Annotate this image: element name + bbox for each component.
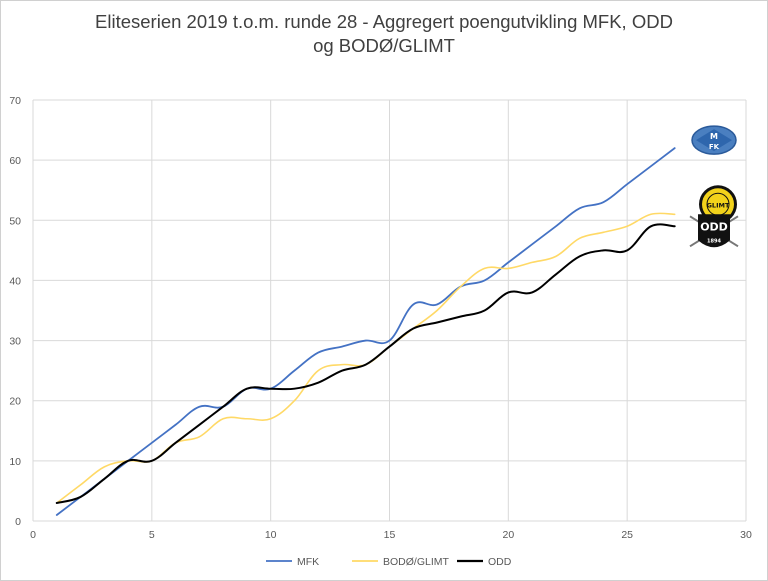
y-tick-label: 70 — [9, 95, 21, 107]
chart-title: Eliteserien 2019 t.o.m. runde 28 - Aggre… — [0, 10, 768, 58]
mfk-logo-text-top: M — [710, 132, 718, 141]
odd-logo-shield — [698, 214, 730, 248]
chart-title-line-1: Eliteserien 2019 t.o.m. runde 28 - Aggre… — [95, 11, 673, 32]
x-tick-label: 5 — [149, 529, 155, 541]
x-tick-label: 15 — [384, 529, 396, 541]
odd-logo-text: ODD — [700, 220, 728, 233]
mfk-logo: M FK — [691, 125, 737, 155]
y-tick-label: 40 — [9, 275, 21, 287]
chart-title-line-2: og BODØ/GLIMT — [313, 35, 455, 56]
x-tick-label: 25 — [621, 529, 633, 541]
mfk-logo-text-bottom: FK — [709, 143, 720, 151]
odd-logo-year: 1894 — [707, 238, 721, 244]
series-line-mfk — [55, 147, 676, 516]
axis-tick-labels: 0 10 20 30 40 50 60 70 0 5 10 15 20 25 30 — [9, 95, 752, 541]
series-line-bod-glimt — [55, 212, 676, 504]
bodo-glimt-logo: GLIMT — [699, 185, 737, 224]
y-tick-label: 20 — [9, 396, 21, 408]
series-lines — [55, 147, 676, 516]
y-tick-label: 50 — [9, 215, 21, 227]
x-tick-label: 30 — [740, 529, 752, 541]
series-line-odd — [55, 223, 676, 504]
y-tick-label: 10 — [9, 456, 21, 468]
mfk-logo-diamond — [696, 129, 732, 152]
team-logos: M FK GLIMT ODD 1894 — [689, 125, 739, 248]
y-tick-label: 60 — [9, 155, 21, 167]
odd-logo: ODD 1894 — [689, 214, 739, 248]
gridlines — [32, 99, 747, 522]
x-tick-label: 10 — [265, 529, 277, 541]
glimt-logo-text: GLIMT — [707, 201, 730, 209]
y-tick-label: 30 — [9, 336, 21, 348]
legend-label-2: ODD — [488, 556, 512, 568]
x-tick-label: 20 — [502, 529, 514, 541]
legend: MFK BODØ/GLIMT ODD — [266, 556, 512, 568]
legend-label-0: MFK — [297, 556, 319, 568]
y-tick-label: 0 — [15, 516, 21, 528]
x-tick-label: 0 — [30, 529, 36, 541]
legend-label-1: BODØ/GLIMT — [383, 556, 450, 568]
